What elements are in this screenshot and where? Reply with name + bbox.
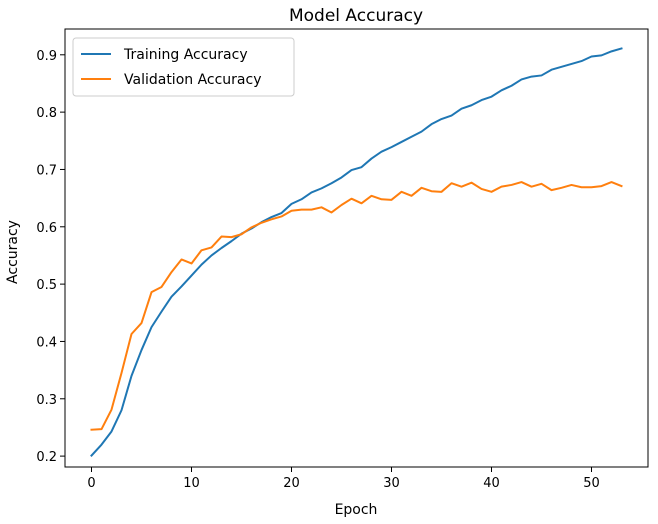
y-tick-label: 0.4 [36,335,57,350]
series-layer [90,47,623,457]
series-line-training-accuracy [90,47,623,457]
y-tick-label: 0.8 [36,106,57,121]
series-line-validation-accuracy [90,181,623,431]
legend-label-validation-accuracy: Validation Accuracy [124,72,262,88]
x-tick-label: 40 [483,476,500,491]
chart-title: Model Accuracy [289,6,423,26]
y-tick-label: 0.9 [36,49,57,64]
y-tick-label: 0.2 [36,450,57,465]
y-tick-label: 0.6 [36,221,57,236]
axes-layer: 0 10 20 30 40 50 0.2 0.3 0.4 0.5 0.6 0.7 0.8 0.9 [36,28,649,491]
x-tick-label: 0 [87,476,95,491]
y-tick-label: 0.3 [36,393,57,408]
legend-box [72,37,295,97]
x-tick-label: 50 [583,476,600,491]
x-tick-label: 10 [183,476,200,491]
legend: Training Accuracy Validation Accuracy [72,37,295,97]
y-tick-label: 0.5 [36,278,57,293]
x-tick-label: 20 [283,476,300,491]
legend-label-training-accuracy: Training Accuracy [123,47,248,63]
x-tick-label: 30 [383,476,400,491]
x-axis-label: Epoch [335,502,378,518]
y-axis-label: Accuracy [5,220,21,284]
plot-frame [64,28,649,468]
y-tick-label: 0.7 [36,163,57,178]
